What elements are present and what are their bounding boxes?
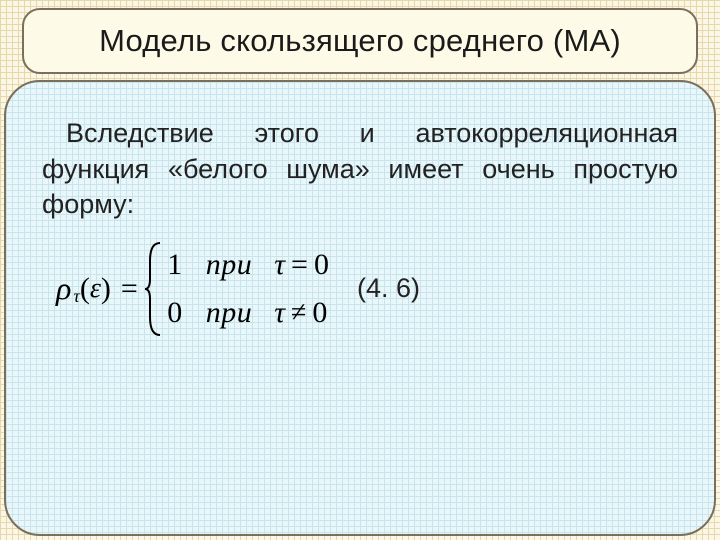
formula-row: ρ τ ( ε ) = 1 npu τ =: [56, 241, 678, 337]
rhs-value: 0: [314, 248, 329, 282]
equation-number: (4. 6): [357, 273, 420, 304]
left-brace-icon: [144, 241, 164, 337]
description-text: Вследствие этого и автокорреляционная фу…: [42, 116, 678, 223]
paren-open: (: [80, 272, 90, 306]
case-row: 0 npu τ ≠ 0: [166, 296, 329, 330]
relation: =: [291, 248, 308, 282]
title-panel: Модель скользящего среднего (МА): [22, 8, 698, 74]
formula-lhs: ρ τ ( ε ): [56, 270, 111, 307]
case-condition: τ = 0: [274, 248, 329, 282]
relation: ≠: [291, 297, 306, 329]
rhs-value: 0: [312, 296, 327, 330]
page-title: Модель скользящего среднего (МА): [99, 23, 621, 59]
rho-subscript: τ: [73, 286, 79, 307]
tau-var: τ: [274, 248, 285, 282]
case-row: 1 npu τ = 0: [166, 248, 329, 282]
formula: ρ τ ( ε ) = 1 npu τ =: [56, 241, 329, 337]
cases-list: 1 npu τ = 0 0 npu τ ≠: [166, 241, 329, 337]
case-word: npu: [206, 296, 253, 330]
equals-sign: =: [121, 272, 138, 306]
tau-var: τ: [274, 296, 285, 330]
case-value: 0: [166, 296, 184, 330]
rho-symbol: ρ: [56, 270, 71, 307]
content-panel: Вследствие этого и автокорреляционная фу…: [4, 80, 716, 536]
paren-close: ): [101, 272, 111, 306]
case-condition: τ ≠ 0: [274, 296, 327, 330]
case-value: 1: [166, 248, 184, 282]
cases-block: 1 npu τ = 0 0 npu τ ≠: [144, 241, 329, 337]
description-body: Вследствие этого и автокорреляционная фу…: [42, 118, 678, 219]
epsilon-arg: ε: [90, 273, 101, 305]
case-word: npu: [206, 248, 253, 282]
